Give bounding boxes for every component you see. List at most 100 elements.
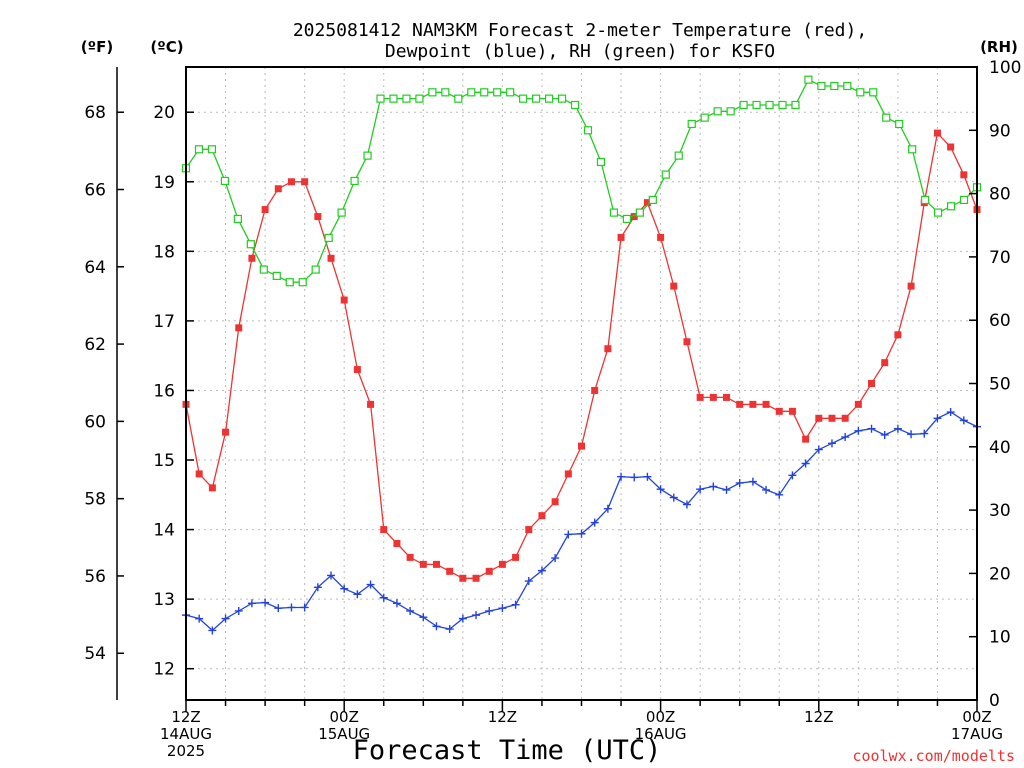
x-tick-label: 00Z 15AUG [318,708,370,743]
rh-point [402,94,411,103]
rh-tick-label: 10 [989,628,1011,648]
rh-point [337,208,346,217]
celsius-tick-label: 13 [153,590,175,610]
temperature-point [340,296,348,304]
rh-point [869,88,878,97]
dewpoint-point [300,603,309,612]
chart-title-line-2: Dewpoint (blue), RH (green) for KSFO [385,41,775,62]
dewpoint-point [485,606,494,615]
rh-point [532,94,541,103]
rh-point [557,94,567,103]
temperature-point [683,338,691,346]
dewpoint-point [313,583,322,592]
temperature-point [459,574,467,582]
dewpoint-point [920,429,929,438]
rh-point [765,100,774,110]
rh-point [519,94,528,103]
dewpoint-point [854,426,863,435]
rh-point [830,81,839,91]
rh-tick-label: 30 [989,501,1011,521]
dewpoint-point [498,604,507,613]
rh-tick-label: 100 [989,58,1021,78]
dewpoint-point [722,485,731,494]
credit-text: coolwx.com/modelts [852,747,1015,765]
x-tick-label-line: 00Z [330,708,359,726]
rh-point [778,100,787,110]
rh-tick-label: 20 [989,564,1011,584]
x-tick-label-line: 12Z [488,708,517,726]
celsius-tick-label: 16 [153,381,175,401]
temperature-point [222,428,230,436]
x-tick-label-line: 14AUG [160,725,212,743]
temperature-point [287,178,295,186]
dewpoint-point [261,598,270,607]
rh-point [933,208,943,217]
rh-point [285,278,294,287]
dewpoint-point [946,408,955,417]
dewpoint-point [801,459,810,468]
rh-point [648,195,657,205]
rh-point [570,100,580,110]
rh-point [363,151,372,160]
rh-point [895,119,904,129]
temperature-point [551,498,559,506]
temperature-point [195,470,203,478]
rh-point [428,88,437,97]
rh-point [324,233,333,243]
fahrenheit-tick-label: 56 [84,567,106,587]
rh-point [493,88,502,97]
rh-point [467,88,476,97]
rh-point [298,278,307,287]
dewpoint-point [511,600,520,609]
temperature-point [802,435,810,443]
rh-point [596,157,606,167]
fahrenheit-tick-label: 68 [84,103,106,123]
rh-tick-label: 70 [989,248,1011,268]
rh-point [856,88,865,97]
temperature-point [841,414,849,422]
rh-point [259,265,268,274]
rh-point [843,81,852,91]
celsius-tick-label: 14 [153,521,175,541]
dewpoint-point [735,478,744,487]
x-axis-label: Forecast Time (UTC) [353,735,662,766]
temperature-point [788,407,796,415]
x-tick-label-line: 00Z [962,708,991,726]
temperature-point [419,560,427,568]
temperature-point [933,129,941,137]
fahrenheit-tick-label: 64 [84,258,106,278]
temperature-point [261,206,269,214]
fahrenheit-tick-label: 60 [84,412,106,432]
rh-point [959,195,969,205]
rh-point [311,265,320,274]
dewpoint-point [880,430,889,439]
temperature-point [538,512,546,520]
temperature-point [446,567,454,575]
series-dewpoint [182,408,981,635]
temperature-point [762,400,770,408]
rh-tick-label: 40 [989,438,1011,458]
temperature-point [696,393,704,401]
rh-point [544,94,554,103]
rh-point [674,151,683,160]
dewpoint-point [340,584,349,593]
x-tick-label: 12Z [488,708,517,726]
dewpoint-point [379,593,388,602]
dewpoint-point [221,614,230,623]
x-tick-label-line: 16AUG [635,725,687,743]
rh-tick-label: 90 [989,121,1011,141]
temperature-point [854,400,862,408]
temperature-point [564,470,572,478]
series-temperature [182,129,981,582]
dewpoint-point [287,603,296,612]
dewpoint-point [577,529,586,538]
rh-point [233,214,242,224]
temperature-point [208,484,216,492]
temperature-point [235,324,243,332]
rh-point [921,195,930,205]
temperature-point [485,567,493,575]
dewpoint-point [814,445,823,454]
rh-point [272,271,281,280]
temperature-point [894,331,902,339]
